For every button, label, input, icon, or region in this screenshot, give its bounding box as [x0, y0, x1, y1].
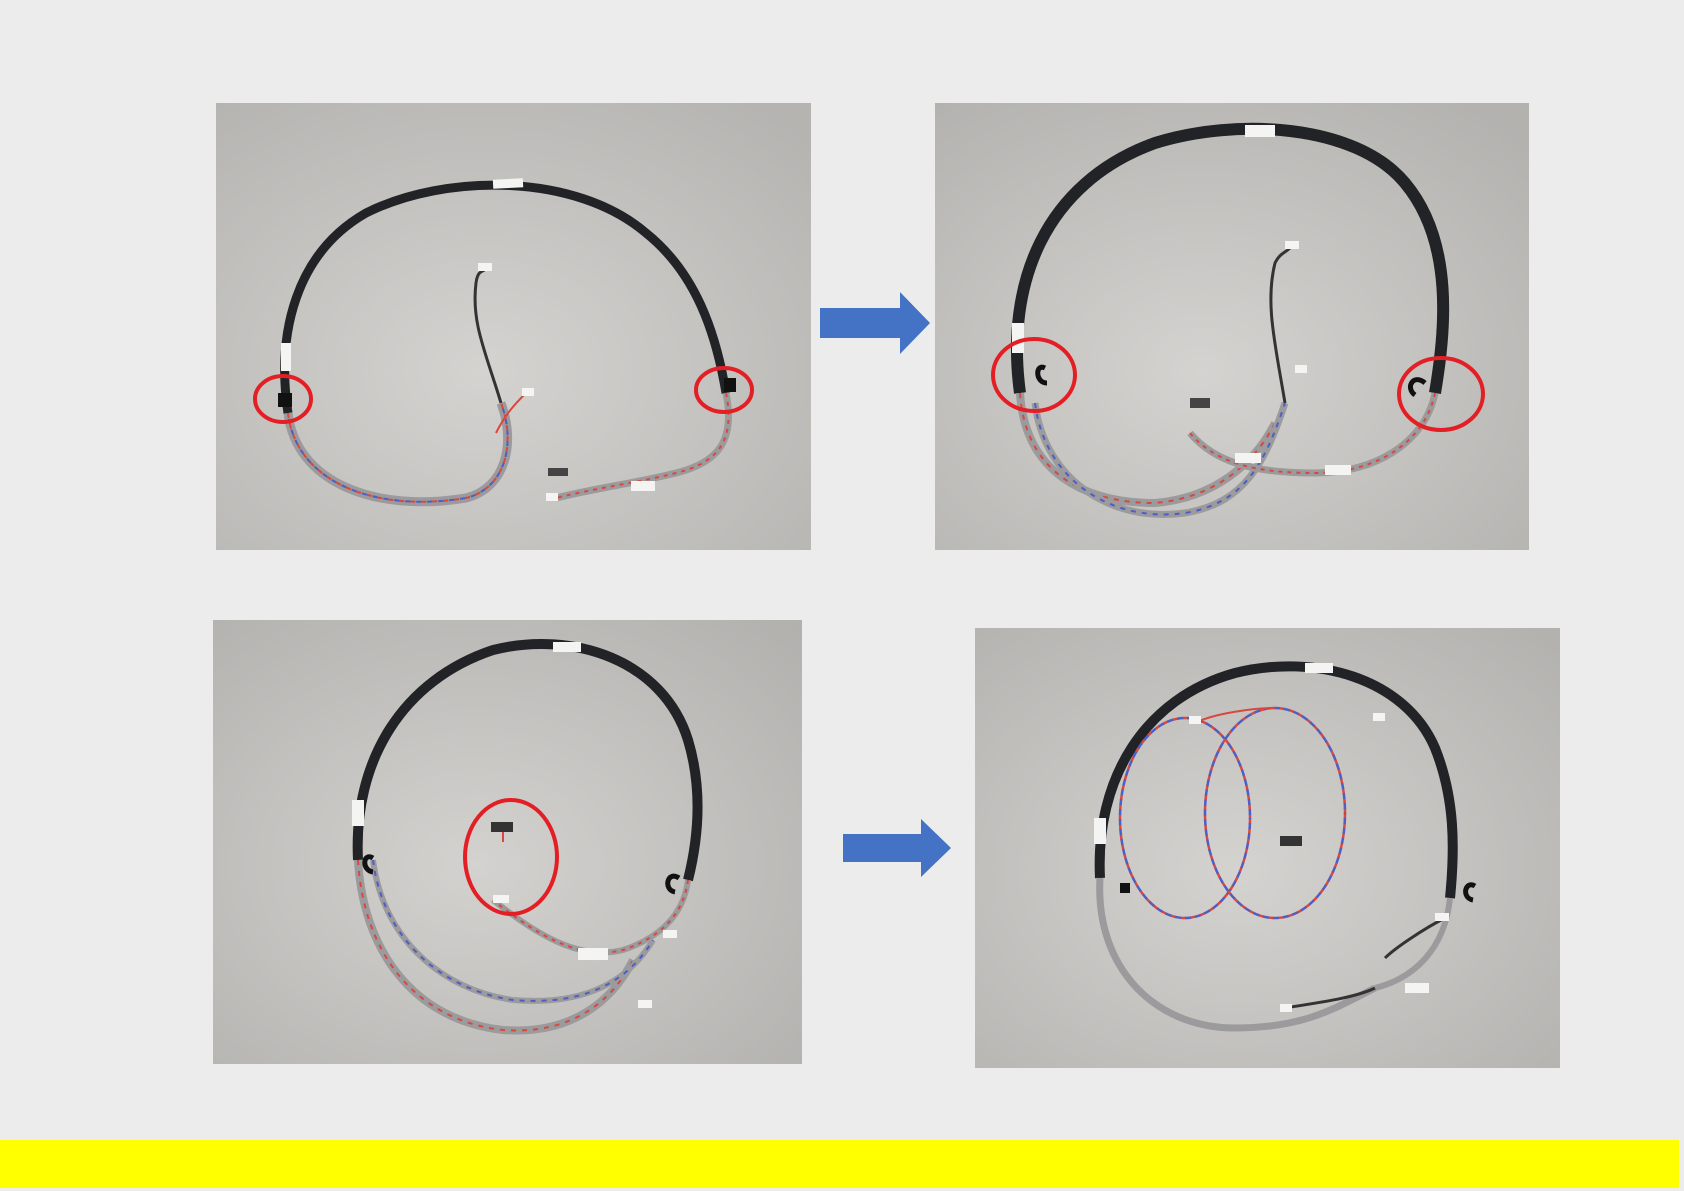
photo-top-left [216, 103, 811, 550]
cable-harness-photo [935, 103, 1529, 550]
right-arrow-icon [843, 819, 951, 877]
footer-bar [0, 1140, 1679, 1188]
cable-harness-photo [216, 103, 811, 550]
right-arrow-icon [820, 292, 930, 354]
photo-bottom-right [975, 628, 1560, 1068]
photo-top-right [935, 103, 1529, 550]
arrow-top [820, 292, 930, 354]
arrow-bottom [843, 819, 951, 877]
cable-harness-photo [975, 628, 1560, 1068]
photo-bottom-left [213, 620, 802, 1064]
cable-harness-photo [213, 620, 802, 1064]
